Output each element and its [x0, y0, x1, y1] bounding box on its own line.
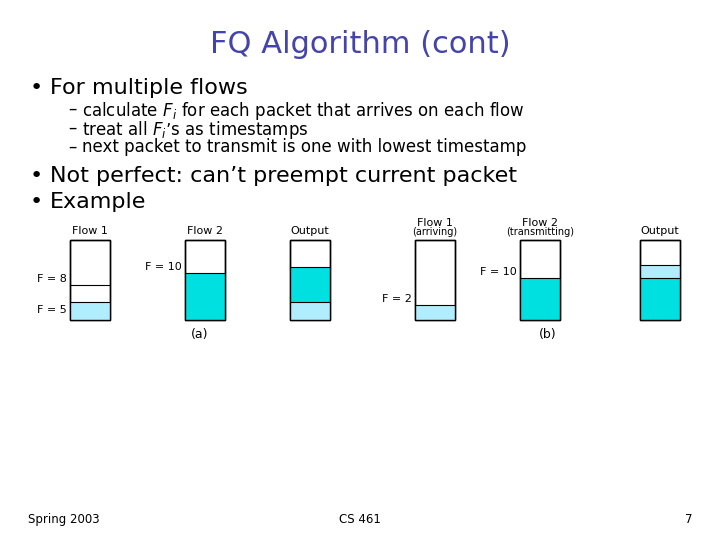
Text: •: • — [30, 166, 43, 186]
Bar — [290, 267, 330, 302]
Bar — [415, 305, 455, 320]
Bar — [640, 240, 680, 320]
Bar — [70, 240, 110, 320]
Text: F = 8: F = 8 — [37, 274, 67, 284]
Text: Flow 1: Flow 1 — [72, 226, 108, 236]
Bar — [520, 240, 560, 320]
Text: next packet to transmit is one with lowest timestamp: next packet to transmit is one with lowe… — [82, 138, 526, 156]
Bar — [185, 273, 225, 320]
Text: –: – — [68, 138, 76, 156]
Text: F = 10: F = 10 — [480, 267, 517, 277]
Text: For multiple flows: For multiple flows — [50, 78, 248, 98]
Text: treat all $F_i$’s as timestamps: treat all $F_i$’s as timestamps — [82, 119, 308, 141]
Text: (a): (a) — [192, 328, 209, 341]
Bar — [70, 302, 110, 320]
Text: •: • — [30, 192, 43, 212]
Bar — [640, 265, 680, 278]
Text: calculate $F_i$ for each packet that arrives on each flow: calculate $F_i$ for each packet that arr… — [82, 100, 525, 122]
Text: •: • — [30, 78, 43, 98]
Bar — [640, 278, 680, 320]
Text: (transmitting): (transmitting) — [506, 227, 574, 237]
Text: Flow 2: Flow 2 — [522, 218, 558, 228]
Text: Example: Example — [50, 192, 146, 212]
Bar — [415, 240, 455, 320]
Text: (b): (b) — [539, 328, 557, 341]
Text: F = 5: F = 5 — [37, 305, 67, 315]
Text: Output: Output — [641, 226, 680, 236]
Bar — [185, 240, 225, 320]
Bar — [290, 240, 330, 320]
Text: F = 10: F = 10 — [145, 262, 182, 272]
Bar — [185, 240, 225, 320]
Bar — [70, 240, 110, 320]
Bar — [520, 240, 560, 320]
Bar — [290, 240, 330, 320]
Text: Output: Output — [291, 226, 329, 236]
Bar — [415, 240, 455, 320]
Text: –: – — [68, 119, 76, 137]
Text: –: – — [68, 100, 76, 118]
Text: FQ Algorithm (cont): FQ Algorithm (cont) — [210, 30, 510, 59]
Text: F = 2: F = 2 — [382, 294, 412, 304]
Text: (arriving): (arriving) — [413, 227, 458, 237]
Bar — [520, 278, 560, 320]
Text: Not perfect: can’t preempt current packet: Not perfect: can’t preempt current packe… — [50, 166, 517, 186]
Text: 7: 7 — [685, 513, 692, 526]
Text: Flow 2: Flow 2 — [187, 226, 223, 236]
Text: CS 461: CS 461 — [339, 513, 381, 526]
Bar — [640, 240, 680, 320]
Text: Flow 1: Flow 1 — [417, 218, 453, 228]
Bar — [290, 302, 330, 320]
Text: Spring 2003: Spring 2003 — [28, 513, 99, 526]
